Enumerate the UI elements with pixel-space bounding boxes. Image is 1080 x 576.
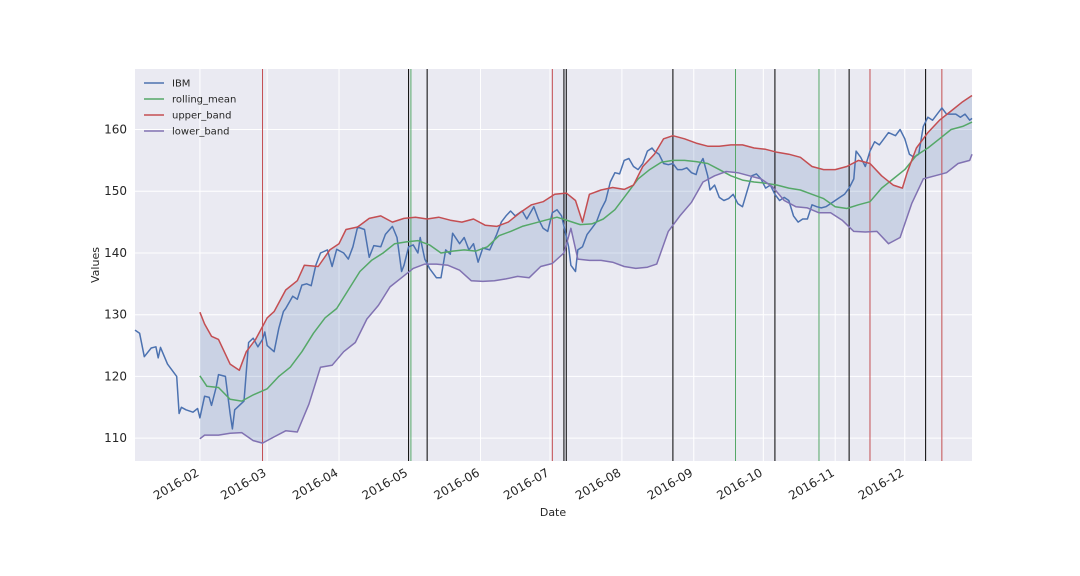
x-tick-label: 2016-11 <box>786 465 836 502</box>
x-tick-label: 2016-03 <box>218 465 268 502</box>
y-tick-label: 120 <box>104 369 127 383</box>
y-tick-label: 140 <box>104 246 127 260</box>
x-tick-label: 2016-04 <box>290 465 340 502</box>
x-tick-label: 2016-05 <box>360 465 410 502</box>
series-line-rolling_mean <box>199 121 973 402</box>
legend: IBM rolling_mean upper_band lower_band <box>144 79 236 138</box>
y-tick-label: 130 <box>104 308 127 322</box>
series-line-IBM <box>134 107 973 430</box>
series-line-upper_band <box>199 94 973 372</box>
x-tick-label: 2016-06 <box>432 465 482 502</box>
x-tick-labels: 2016-02 2016-03 2016-04 2016-05 2016-06 2016-… <box>151 465 906 502</box>
legend-label: upper_band <box>172 111 231 122</box>
x-axis-label: Date <box>540 506 567 519</box>
band-fill <box>199 95 972 444</box>
x-tick-label: 2016-10 <box>714 465 764 502</box>
x-tick-label: 2016-09 <box>645 465 695 502</box>
x-tick-label: 2016-07 <box>501 465 551 502</box>
series-line-lower_band <box>199 153 973 444</box>
legend-label: lower_band <box>172 127 230 138</box>
series-lines <box>134 94 973 444</box>
legend-label: rolling_mean <box>172 95 236 106</box>
x-tick-label: 2016-08 <box>573 465 623 502</box>
legend-label: IBM <box>172 79 190 90</box>
y-tick-label: 160 <box>104 122 127 136</box>
y-tick-label: 150 <box>104 184 127 198</box>
y-tick-label: 110 <box>104 431 127 445</box>
plot-background <box>135 69 972 461</box>
x-tick-label: 2016-12 <box>856 465 906 502</box>
x-tick-label: 2016-02 <box>151 465 201 502</box>
y-axis-label: Values <box>89 247 102 283</box>
signal-lines <box>262 69 943 461</box>
y-tick-labels: 110 120 130 140 150 160 <box>104 122 127 445</box>
